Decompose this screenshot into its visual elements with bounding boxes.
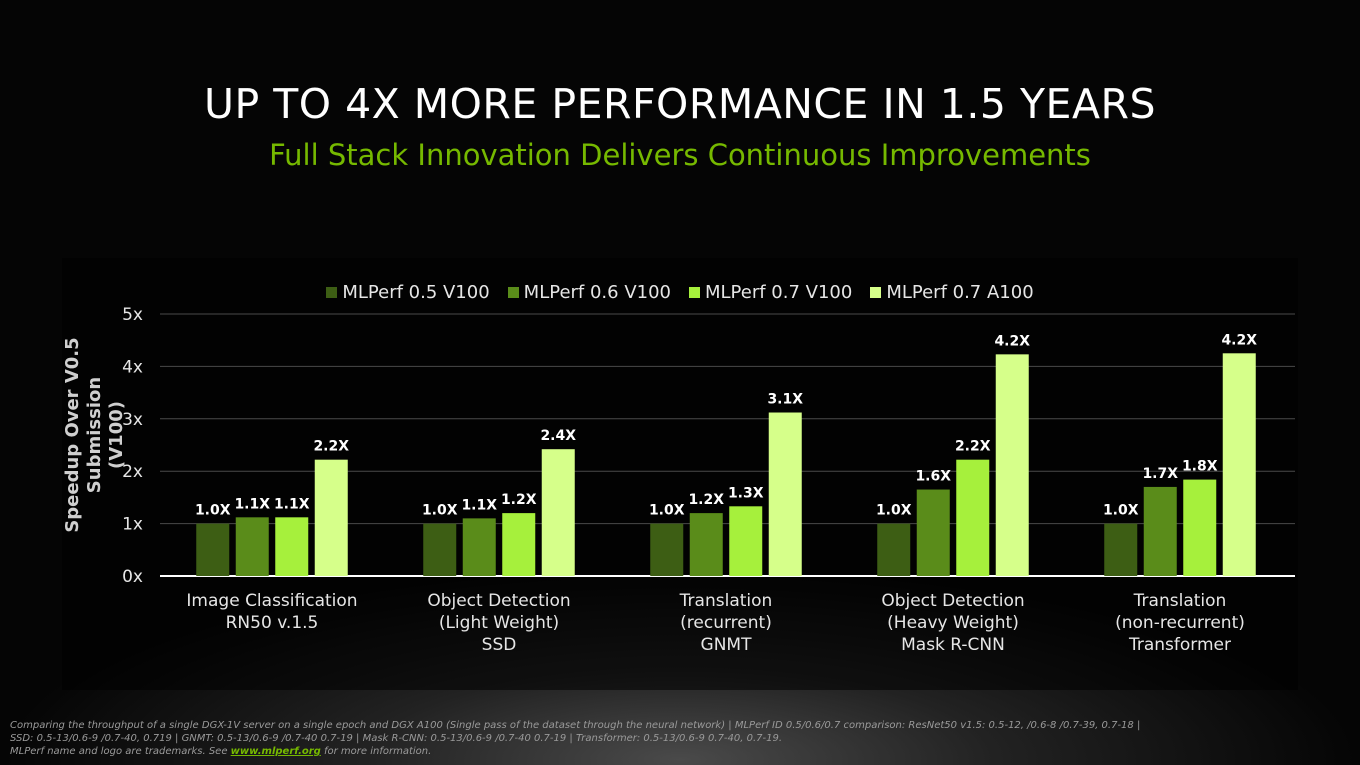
data-label: 2.2X	[313, 439, 349, 455]
data-label: 1.6X	[915, 469, 951, 485]
bar-4-4	[995, 354, 1029, 576]
x-tick-label: Object Detection	[427, 591, 570, 611]
data-label: 1.2X	[501, 492, 537, 508]
y-tick-label: 4x	[122, 357, 143, 377]
data-label: 2.2X	[955, 439, 991, 455]
data-label: 2.4X	[540, 428, 576, 444]
x-tick-label: (Heavy Weight)	[887, 613, 1019, 633]
x-tick-label: Translation	[679, 591, 773, 611]
bar-4-2	[541, 449, 575, 576]
legend-item: MLPerf 0.7 V100	[689, 282, 852, 303]
legend-label: MLPerf 0.6 V100	[523, 282, 671, 303]
chart-legend: MLPerf 0.5 V100 MLPerf 0.6 V100 MLPerf 0.7…	[0, 282, 1360, 303]
x-tick-label: Translation	[1133, 591, 1227, 611]
y-tick-label: 5x	[122, 305, 143, 325]
chart-panel	[62, 258, 1298, 690]
x-tick-label: SSD	[482, 635, 517, 655]
data-label: 1.1X	[274, 496, 310, 512]
legend-item: MLPerf 0.5 V100	[326, 282, 490, 303]
data-label: 1.0X	[649, 503, 685, 519]
data-label: 1.7X	[1142, 466, 1178, 482]
bar-1-2	[423, 523, 457, 576]
y-tick-label: 2x	[122, 462, 143, 482]
x-tick-label: Image Classification	[186, 591, 357, 611]
data-label: 1.0X	[876, 503, 912, 519]
x-tick-label: Object Detection	[881, 591, 1024, 611]
data-label: 3.1X	[767, 392, 803, 408]
bar-2-2	[462, 518, 496, 576]
slide-title: UP TO 4X MORE PERFORMANCE IN 1.5 YEARS	[203, 80, 1157, 128]
bar-2-1	[235, 517, 269, 576]
bar-4-1	[314, 459, 348, 576]
x-tick-label: Transformer	[1128, 635, 1231, 655]
legend-swatch	[326, 287, 338, 298]
data-label: 1.1X	[234, 496, 270, 512]
footnote-line-3: MLPerf name and logo are trademarks. See…	[10, 745, 1350, 758]
footnote-line-2: SSD: 0.5-13/0.6-9 /0.7-40, 0.719 | GNMT:…	[10, 733, 783, 744]
legend-swatch	[689, 287, 700, 298]
x-tick-label: (recurrent)	[680, 613, 772, 633]
legend-label: MLPerf 0.7 A100	[886, 282, 1034, 303]
bar-3-1	[275, 517, 309, 576]
y-tick-label: 0x	[122, 567, 143, 587]
legend-label: MLPerf 0.5 V100	[342, 282, 490, 303]
x-tick-label: (Light Weight)	[439, 613, 559, 633]
bar-4-5	[1222, 353, 1256, 576]
legend-label: MLPerf 0.7 V100	[705, 282, 853, 303]
data-label: 1.2X	[688, 492, 724, 508]
legend-swatch	[507, 287, 519, 298]
slide-subtitle: Full Stack Innovation Delivers Continuou…	[269, 138, 1091, 172]
legend-item: MLPerf 0.7 A100	[870, 282, 1034, 303]
footnote-line-3-suffix: for more information.	[320, 746, 432, 757]
legend-item: MLPerf 0.6 V100	[507, 282, 671, 303]
bar-1-4	[877, 523, 911, 576]
data-label: 4.2X	[1221, 332, 1257, 348]
bar-3-2	[502, 513, 536, 576]
x-tick-label: RN50 v.1.5	[226, 613, 319, 633]
bar-1-5	[1104, 523, 1138, 576]
data-label: 1.0X	[422, 503, 458, 519]
legend-swatch	[870, 287, 882, 298]
data-label: 1.1X	[461, 497, 497, 513]
bar-1-1	[196, 523, 230, 576]
footnote-line-1: Comparing the throughput of a single DGX…	[10, 720, 1141, 731]
footnote: Comparing the throughput of a single DGX…	[10, 719, 1350, 758]
y-tick-label: 1x	[122, 515, 143, 535]
data-label: 4.2X	[994, 333, 1030, 349]
bar-2-5	[1143, 486, 1177, 576]
footnote-line-3-prefix: MLPerf name and logo are trademarks. See	[10, 746, 231, 757]
data-label: 1.0X	[1103, 503, 1139, 519]
y-tick-label: 3x	[122, 410, 143, 430]
x-tick-label: Mask R-CNN	[901, 635, 1005, 655]
data-label: 1.3X	[728, 485, 764, 501]
bar-1-3	[650, 523, 684, 576]
bar-3-4	[956, 459, 990, 576]
bar-4-3	[768, 412, 802, 576]
data-label: 1.8X	[1182, 459, 1218, 475]
bar-3-3	[729, 506, 763, 576]
data-label: 1.0X	[195, 503, 231, 519]
bar-2-4	[916, 489, 950, 576]
x-tick-label: (non-recurrent)	[1115, 613, 1245, 633]
x-tick-label: GNMT	[701, 635, 753, 655]
bar-2-3	[689, 513, 723, 576]
bar-3-5	[1183, 479, 1217, 576]
mlperf-link[interactable]: www.mlperf.org	[230, 746, 321, 757]
